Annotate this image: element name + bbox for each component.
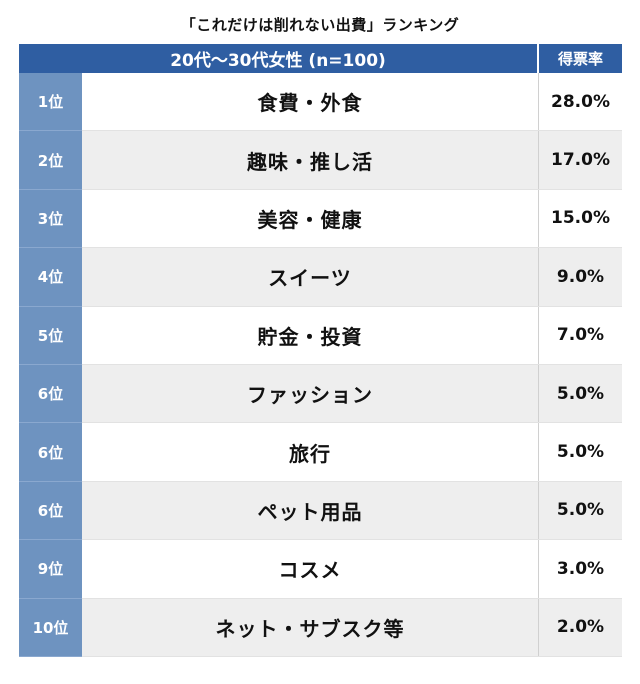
rank-cell: 4位 (19, 248, 82, 307)
item-cell: コスメ (82, 540, 539, 598)
item-cell: 貯金・投資 (82, 306, 539, 364)
table-row: 10位 ネット・サブスク等 2.0% (19, 598, 622, 657)
rank-cell: 2位 (19, 131, 82, 190)
rank-cell: 9位 (19, 540, 82, 599)
table-row: 2位 趣味・推し活 17.0% (19, 131, 622, 190)
chart-title: 「これだけは削れない出費」ランキング (180, 16, 460, 34)
table-header: 20代〜30代女性 (n=100) 得票率 (19, 44, 622, 73)
score-cell: 2.0% (539, 598, 622, 656)
table-row: 9位 コスメ 3.0% (19, 540, 622, 599)
score-cell: 9.0% (539, 248, 622, 306)
score-cell: 5.0% (539, 423, 622, 481)
score-cell: 3.0% (539, 540, 622, 598)
item-cell: 美容・健康 (82, 189, 539, 248)
rank-cell: 3位 (19, 189, 82, 249)
item-cell: ファッション (82, 364, 539, 423)
rank-cell: 6位 (19, 481, 82, 541)
rank-cell: 6位 (19, 364, 82, 424)
item-cell: 趣味・推し活 (82, 131, 539, 189)
score-cell: 17.0% (539, 131, 622, 189)
score-cell: 15.0% (539, 189, 622, 248)
score-cell: 5.0% (539, 481, 622, 540)
table-row: 1位 食費・外食 28.0% (19, 73, 622, 132)
rank-cell: 5位 (19, 306, 82, 365)
table-row: 3位 美容・健康 15.0% (19, 189, 622, 249)
item-cell: ネット・サブスク等 (82, 598, 539, 656)
table-row: 4位 スイーツ 9.0% (19, 248, 622, 307)
table-row: 6位 ファッション 5.0% (19, 364, 622, 424)
table-body: 1位 食費・外食 28.0% 2位 趣味・推し活 17.0% 3位 美容・健康 15.0% 4位ス… (19, 73, 622, 657)
score-cell: 7.0% (539, 306, 622, 364)
item-cell: 食費・外食 (82, 73, 539, 131)
header-score-label: 得票率 (539, 44, 622, 73)
table-row: 5位 貯金・投資 7.0% (19, 306, 622, 365)
item-cell: スイーツ (82, 248, 539, 306)
score-cell: 5.0% (539, 364, 622, 423)
rank-cell: 1位 (19, 73, 82, 132)
item-cell: 旅行 (82, 423, 539, 481)
score-cell: 28.0% (539, 73, 622, 131)
ranking-table: 20代〜30代女性 (n=100) 得票率 1位 食費・外食 28.0% 2位 趣味・推… (19, 44, 622, 657)
item-cell: ペット用品 (82, 481, 539, 540)
table-row: 6位 ペット用品 5.0% (19, 481, 622, 541)
table-row: 6位 旅行 5.0% (19, 423, 622, 482)
rank-cell: 10位 (19, 598, 82, 657)
header-group-label: 20代〜30代女性 (n=100) (19, 44, 539, 73)
rank-cell: 6位 (19, 423, 82, 482)
